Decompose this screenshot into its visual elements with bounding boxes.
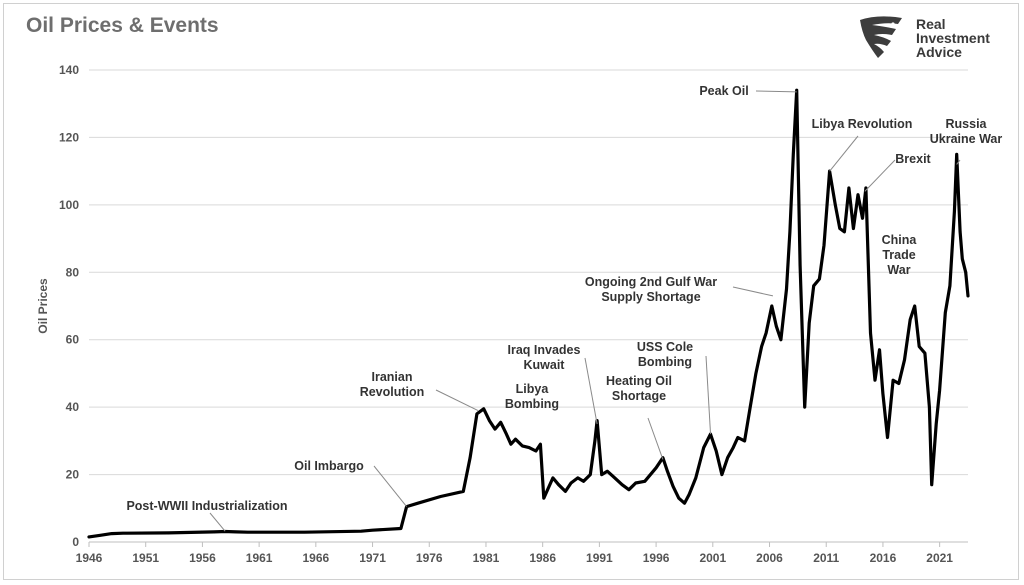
y-tick-label: 0 <box>72 535 79 549</box>
x-tick-label: 2021 <box>926 551 953 565</box>
x-tick-label: 1996 <box>643 551 670 565</box>
x-tick-label: 2001 <box>699 551 726 565</box>
annotation-leader-line <box>956 159 961 165</box>
logo: Real Investment Advice <box>858 14 1008 66</box>
chart-title: Oil Prices & Events <box>26 14 219 37</box>
x-tick-label: 2016 <box>870 551 897 565</box>
annotation-label: Trade <box>882 248 915 262</box>
annotation-label: Kuwait <box>524 358 566 372</box>
x-tick-label: 1981 <box>473 551 500 565</box>
event-annotations: Post-WWII Industrialization Oil Imbargo Ir… <box>126 84 1003 532</box>
annotation-leader-line <box>373 465 407 507</box>
annotation-label: Ongoing 2nd Gulf War <box>585 275 717 289</box>
logo-line-2: Investment <box>916 30 990 46</box>
annotation-label: Russia <box>946 117 988 131</box>
annotation-label: Heating Oil <box>606 374 672 388</box>
annotation-leader-line <box>584 357 598 425</box>
gridlines <box>89 69 968 476</box>
annotation-label: War <box>887 263 910 277</box>
x-tick-label: 1971 <box>359 551 386 565</box>
annotation-label: Libya <box>516 382 550 396</box>
y-tick-label: 20 <box>66 468 80 482</box>
annotation-label: Post-WWII Industrialization <box>126 499 287 513</box>
y-tick-label: 60 <box>66 333 80 347</box>
annotation-label: Libya Revolution <box>812 117 913 131</box>
annotation-label: Peak Oil <box>699 84 748 98</box>
eagle-head-icon <box>860 16 902 58</box>
annotation-label: Supply Shortage <box>601 290 700 304</box>
annotation-leader-line <box>705 355 712 435</box>
x-tick-label: 2011 <box>813 551 839 565</box>
annotation-leader-line <box>647 417 664 460</box>
annotation-label: China <box>882 233 918 247</box>
annotation-label: Shortage <box>612 389 666 403</box>
x-tick-label: 1976 <box>416 551 443 565</box>
y-tick-label: 120 <box>59 130 79 144</box>
y-tick-label: 100 <box>59 198 79 212</box>
logo-text: Real Investment Advice <box>916 17 990 59</box>
x-tick-label: 1986 <box>529 551 556 565</box>
x-tick-label: 1956 <box>189 551 216 565</box>
y-tick-label: 40 <box>66 400 80 414</box>
oil-price-line <box>87 88 970 539</box>
x-tick-label: 1991 <box>586 551 613 565</box>
annotation-label: Iranian <box>372 370 413 384</box>
annotation-label: Revolution <box>360 385 425 399</box>
logo-line-3: Advice <box>916 44 962 60</box>
annotation-leader-line <box>209 512 226 532</box>
annotation-leader-line <box>435 389 479 411</box>
annotation-label: Iraq Invades <box>508 343 581 357</box>
x-axis-ticks: 1946 1951 1956 1961 1966 1971 1976 1981 1986 1991… <box>76 542 953 565</box>
x-tick-label: 2006 <box>756 551 783 565</box>
x-tick-label: 1966 <box>302 551 329 565</box>
chart-frame <box>3 3 1019 580</box>
annotation-label: USS Cole <box>637 340 693 354</box>
annotation-label: Ukraine War <box>930 132 1003 146</box>
x-tick-label: 1951 <box>132 551 159 565</box>
annotation-leader-line <box>864 159 896 192</box>
y-tick-label: 80 <box>66 265 80 279</box>
x-tick-label: 1961 <box>246 551 273 565</box>
y-axis-ticks: 0 20 40 60 80 100 120 140 <box>59 63 79 549</box>
annotation-label: Bombing <box>638 355 692 369</box>
annotation-leader-line <box>829 135 859 172</box>
annotation-leader-line <box>755 90 797 93</box>
annotation-label: Oil Imbargo <box>294 459 364 473</box>
annotation-label: Bombing <box>505 397 559 411</box>
x-tick-label: 1946 <box>76 551 103 565</box>
y-axis-label: Oil Prices <box>36 278 50 334</box>
annotation-label: Brexit <box>895 152 931 166</box>
logo-line-1: Real <box>916 16 946 32</box>
annotation-leader-line <box>732 286 774 297</box>
y-tick-label: 140 <box>59 63 79 77</box>
